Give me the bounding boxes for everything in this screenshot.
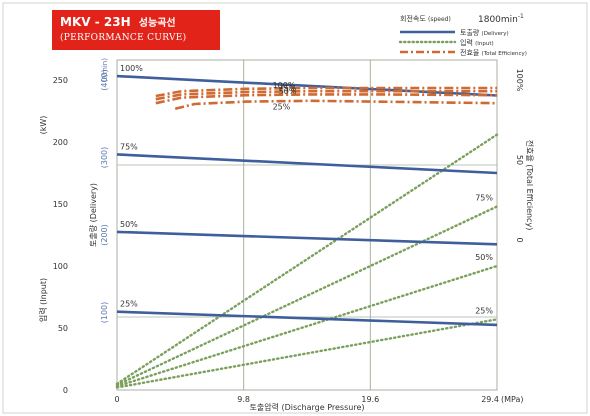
efficiency-line-75pct (155, 89, 497, 101)
efficiency-line-50pct (155, 93, 498, 105)
input-tick-label: 250 (53, 76, 68, 85)
legend-item-label: 입력 (Input) (460, 39, 494, 47)
delivery-tick-label: (300) (100, 147, 109, 169)
legend-item-label: 전효율 (Total Efficiency) (460, 48, 527, 57)
efficiency-label: 25% (273, 103, 291, 112)
legend-item-label: 토출량 (Delivery) (460, 28, 509, 37)
input-tick-label: 150 (53, 200, 68, 209)
delivery-axis-unit: (ℓ/min) (101, 58, 109, 82)
delivery-line-25pct (116, 310, 498, 327)
input-tick-label: 200 (53, 138, 68, 147)
legend-speed-label: 회전속도 (speed) (400, 14, 451, 23)
x-tick-label: 0 (114, 395, 119, 404)
efficiency-line-100pct (155, 86, 497, 98)
input-line-50pct (115, 264, 499, 388)
model-korean: 성능곡선 (138, 18, 176, 29)
delivery-line-75pct (116, 153, 498, 175)
delivery-label: 75% (120, 142, 138, 151)
legend-item-name: 전효율 (460, 48, 482, 57)
efficiency-axis-title: 전효율 (Total Efficiency) (525, 140, 535, 231)
x-axis-title: 토출압력 (Discharge Pressure) (250, 402, 365, 412)
delivery-label: 50% (120, 220, 138, 229)
legend-item-name: 토출량 (460, 28, 482, 37)
legend-item-sub: (Delivery) (482, 31, 509, 37)
input-axis-unit: (kW) (39, 116, 48, 135)
delivery-tick-label: (400) (100, 69, 109, 91)
plot-border (116, 59, 498, 391)
legend-item-sub: (Input) (475, 41, 494, 47)
input-tick-label: 0 (63, 386, 68, 395)
delivery-line-50pct (116, 230, 498, 246)
axes: 0 9.8 19.6 29.4 (MPa) 토출압력 (Discharge Pressur… (38, 58, 535, 412)
delivery-tick-label: (200) (100, 224, 109, 246)
x-tick-label: 19.6 (361, 395, 379, 404)
input-label: 75% (475, 193, 493, 202)
efficiency-label: 50% (279, 87, 297, 96)
legend: 회전속도 (speed) 1800min-1 토출량 (Delivery) 입력 (I… (398, 13, 527, 57)
delivery-label: 100% (120, 64, 143, 73)
speed-superscript: -1 (518, 13, 524, 20)
delivery-axis-title: 토출량 (Delivery) (88, 183, 98, 247)
model-name: MKV - 23H (60, 15, 131, 29)
efficiency-label: 100% (273, 81, 296, 90)
efficiency-line-25pct (174, 99, 498, 111)
input-tick-label: 50 (58, 324, 68, 333)
input-series: 75% 50% 25% (115, 133, 499, 389)
legend-item-name: 입력 (460, 39, 475, 47)
input-label: 50% (475, 253, 493, 262)
input-tick-label: 100 (53, 262, 68, 271)
efficiency-tick-label: 0 (515, 237, 524, 242)
input-line-100pct (115, 133, 499, 385)
speed-label-kr: 회전속도 (400, 14, 428, 23)
efficiency-label: 75% (279, 84, 297, 93)
x-tick-label: 9.8 (237, 395, 250, 404)
efficiency-tick-label: 100% (515, 69, 524, 92)
input-label: 25% (475, 306, 493, 315)
input-line-75pct (115, 205, 499, 387)
input-line-25pct (115, 318, 499, 389)
legend-speed-value: 1800min-1 (478, 13, 524, 25)
speed-value: 1800min (478, 15, 518, 25)
input-axis-title: 입력 (Input) (38, 278, 48, 322)
title-box: MKV - 23H 성능곡선 (PERFORMANCE CURVE) (52, 10, 220, 50)
speed-label-en: (speed) (428, 16, 451, 23)
chart-title: MKV - 23H 성능곡선 (60, 14, 176, 29)
efficiency-tick-label: 50 (515, 155, 524, 165)
delivery-label: 25% (120, 300, 138, 309)
legend-item-sub: (Total Efficiency) (482, 51, 527, 57)
delivery-tick-label: (100) (100, 302, 109, 324)
x-unit-label: (MPa) (501, 395, 524, 404)
delivery-series: 100%75%50%25% (116, 64, 498, 327)
x-tick-label: 29.4 (481, 395, 499, 404)
efficiency-series: 100%75%50% 25% (155, 81, 498, 112)
chart-subtitle: (PERFORMANCE CURVE) (60, 33, 187, 43)
